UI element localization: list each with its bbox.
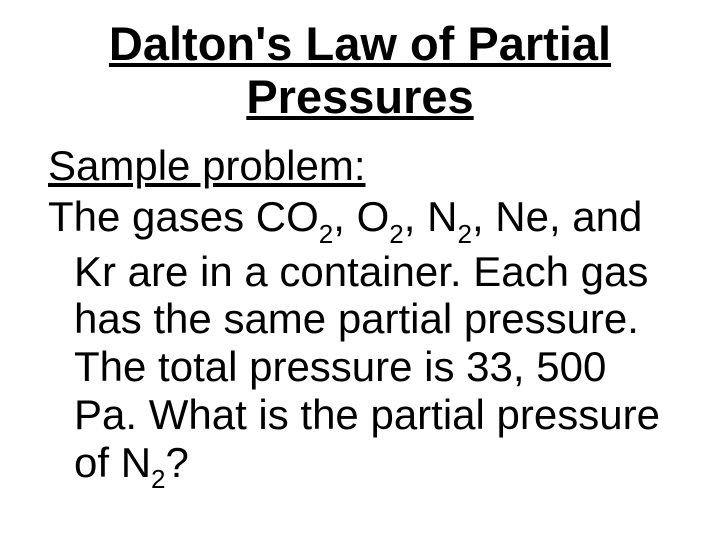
text-part-5: ? — [166, 439, 189, 486]
subscript-2: 2 — [389, 219, 403, 249]
title-line-2: Pressures — [246, 70, 473, 123]
text-part-3: , N — [404, 193, 458, 240]
problem-text: The gases CO2, O2, N2, Ne, and Kr are in… — [48, 193, 672, 493]
subscript-1: 2 — [319, 219, 333, 249]
subscript-4: 2 — [151, 464, 165, 494]
text-part-1: The gases CO — [48, 193, 319, 240]
sample-problem-label: Sample problem: — [48, 143, 672, 189]
title-line-1: Dalton's Law of Partial — [109, 17, 611, 70]
subscript-3: 2 — [457, 219, 471, 249]
slide-title: Dalton's Law of Partial Pressures — [48, 18, 672, 123]
text-part-2: , O — [333, 193, 389, 240]
